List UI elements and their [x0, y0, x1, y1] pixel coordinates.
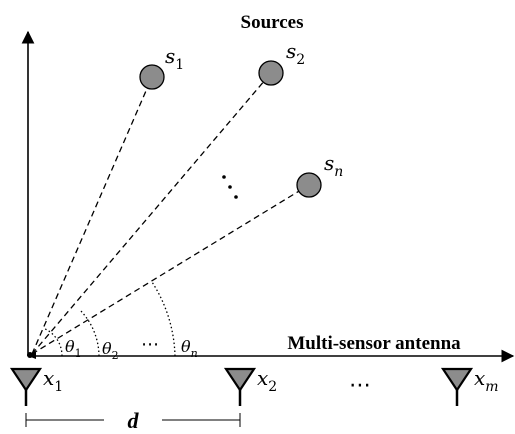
source-ellipsis-dot: [222, 175, 226, 179]
source-n-marker: [296, 172, 322, 198]
sensor-m: [440, 367, 474, 406]
sensor-1-label: x1: [43, 366, 63, 395]
sensor-m-label: xm: [474, 366, 499, 395]
sensor-1-icon: [9, 367, 43, 392]
source-ellipsis-dot: [234, 195, 238, 199]
antenna-label: Multi-sensor antenna: [287, 333, 461, 354]
sensor-1: [9, 367, 43, 406]
sensor-2-label: x2: [257, 366, 277, 395]
sensor-ellipsis: ⋯: [349, 373, 371, 398]
angle-1-label: θ1: [65, 337, 82, 360]
ray-source-2: [31, 72, 272, 355]
sensor-m-icon: [440, 367, 474, 392]
angle-ellipsis: ⋯: [141, 334, 159, 355]
ray-source-1: [31, 76, 153, 355]
sources-title: Sources: [241, 12, 304, 33]
origin-dot: [27, 352, 33, 358]
source-1-marker: [139, 64, 165, 90]
sensor-2-icon: [223, 367, 257, 392]
source-2-label: s2: [286, 39, 305, 68]
angle-arc-2: [79, 309, 100, 357]
source-2-marker: [258, 60, 284, 86]
angle-n-label: θn: [181, 337, 198, 360]
ray-source-n: [31, 184, 310, 355]
source-n-label: sn: [324, 151, 343, 180]
sensor-2: [223, 367, 257, 406]
source-1-label: s1: [165, 44, 184, 73]
angle-2-label: θ2: [102, 339, 119, 362]
spacing-label: d: [128, 408, 140, 433]
source-ellipsis-dot: [228, 185, 232, 189]
angle-arc-1: [42, 327, 63, 357]
